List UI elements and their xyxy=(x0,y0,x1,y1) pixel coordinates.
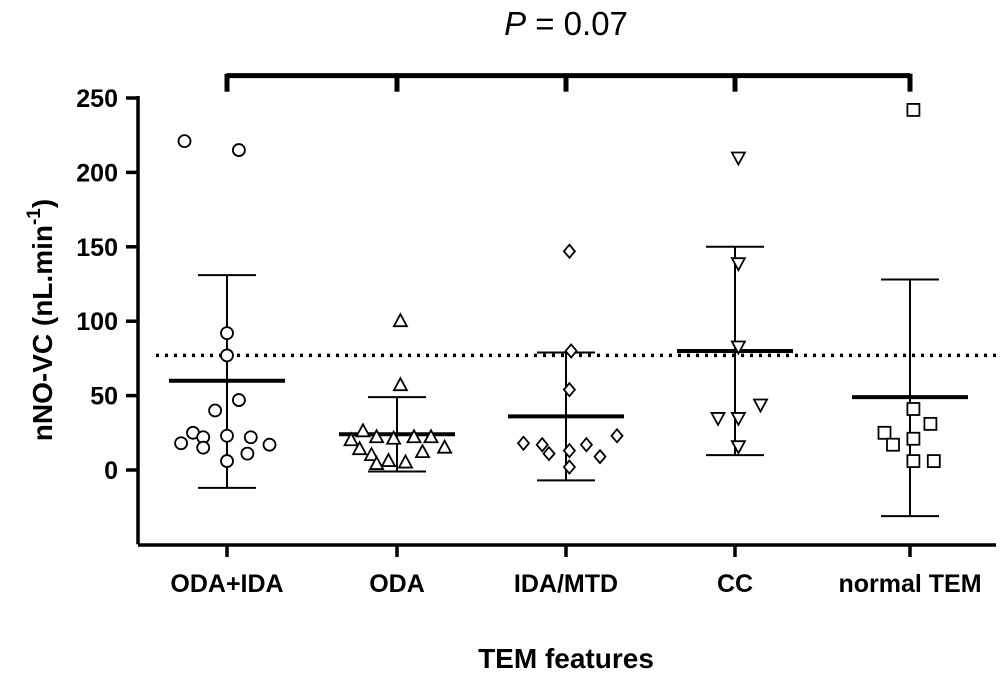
data-point-diamond xyxy=(610,427,624,444)
data-point-triangle-up xyxy=(368,455,385,470)
data-point-diamond xyxy=(562,442,577,459)
x-axis-title: TEM features xyxy=(478,643,654,674)
data-point-circle xyxy=(208,403,223,418)
data-point-diamond xyxy=(562,243,577,260)
data-point-triangle-down xyxy=(730,340,747,356)
data-point-diamond xyxy=(593,448,607,465)
y-axis-title-close: ) xyxy=(27,199,58,208)
x-tick-label: CC xyxy=(717,570,753,598)
data-point-square xyxy=(877,425,892,440)
data-point-triangle-up xyxy=(436,438,453,454)
p-value-text: = 0.07 xyxy=(526,5,628,42)
y-axis-title-main: nNO-VC (nL.min xyxy=(27,225,58,441)
data-point-diamond xyxy=(579,436,594,453)
data-point-circle xyxy=(240,446,255,461)
data-point-triangle-up xyxy=(363,446,380,462)
data-point-square xyxy=(886,437,900,452)
data-point-triangle-down xyxy=(709,412,727,427)
data-point-triangle-up xyxy=(380,452,397,467)
p-symbol: P xyxy=(504,5,526,42)
data-point-triangle-up xyxy=(397,453,414,469)
data-point-triangle-down xyxy=(752,398,769,414)
data-point-triangle-up xyxy=(392,376,409,392)
data-point-triangle-up xyxy=(351,440,368,456)
y-tick-label: 0 xyxy=(104,457,118,485)
data-point-diamond xyxy=(516,435,531,452)
data-points xyxy=(174,103,941,475)
data-point-square xyxy=(923,416,938,431)
data-point-triangle-up xyxy=(414,443,431,459)
data-point-triangle-down xyxy=(730,257,747,273)
data-point-circle xyxy=(177,134,192,149)
y-tick-label: 100 xyxy=(76,308,118,336)
data-point-diamond xyxy=(562,459,577,475)
data-point-diamond xyxy=(535,436,549,453)
data-point-triangle-up xyxy=(405,428,423,444)
data-point-triangle-down xyxy=(730,412,747,427)
x-tick-label: ODA+IDA xyxy=(170,570,283,598)
data-point-circle xyxy=(196,440,211,455)
x-tick-label: ODA xyxy=(369,570,425,598)
data-point-circle xyxy=(220,326,234,341)
data-point-circle xyxy=(220,428,234,443)
data-point-circle xyxy=(220,454,234,468)
data-point-triangle-up xyxy=(385,429,402,445)
x-axis: ODA+IDA ODA IDA/MTD CC normal TEM xyxy=(138,543,996,598)
data-point-triangle-up xyxy=(392,312,409,328)
data-point-square xyxy=(906,103,921,117)
y-tick-label: 250 xyxy=(76,85,118,113)
y-axis: 0 50 100 150 200 250 xyxy=(76,85,140,545)
data-point-circle xyxy=(231,393,246,407)
data-point-circle xyxy=(243,430,258,445)
data-point-circle xyxy=(262,437,277,452)
data-point-square xyxy=(906,431,921,446)
y-tick-label: 200 xyxy=(76,159,118,187)
data-point-circle xyxy=(231,143,246,157)
data-point-circle xyxy=(220,348,234,363)
data-point-diamond xyxy=(562,381,577,398)
p-value-label: P = 0.07 xyxy=(504,5,628,42)
x-tick-label: normal TEM xyxy=(838,570,981,598)
data-point-triangle-up xyxy=(343,431,360,447)
data-point-diamond xyxy=(564,343,578,359)
comparison-bracket xyxy=(224,73,913,92)
data-point-triangle-up xyxy=(368,428,385,444)
data-point-triangle-up xyxy=(422,428,440,444)
data-point-square xyxy=(906,454,921,468)
data-point-circle xyxy=(174,436,189,451)
data-point-square xyxy=(906,402,921,416)
data-point-diamond xyxy=(542,445,556,462)
y-tick-label: 150 xyxy=(76,234,118,262)
data-point-triangle-down xyxy=(730,440,747,456)
summary-bars xyxy=(169,245,968,518)
y-axis-title-superscript: -1 xyxy=(24,208,45,225)
x-tick-label: IDA/MTD xyxy=(514,570,618,598)
y-axis-title: nNO-VC (nL.min-1) xyxy=(24,199,58,441)
y-tick-label: 50 xyxy=(90,383,118,411)
data-point-triangle-up xyxy=(354,422,372,438)
data-point-triangle-down xyxy=(730,151,747,167)
data-point-square xyxy=(926,454,941,468)
